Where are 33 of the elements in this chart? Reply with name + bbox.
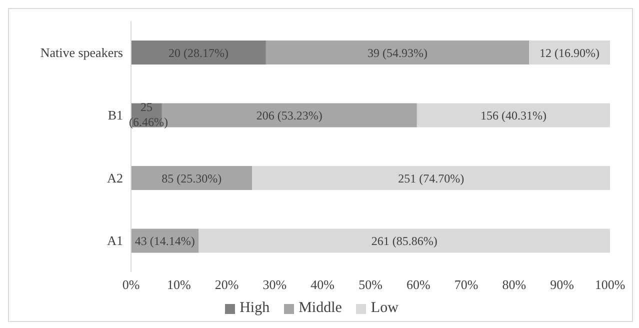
x-tick-label: 20% <box>214 277 239 292</box>
x-tick-label: 40% <box>310 277 335 292</box>
legend-label: Middle <box>298 300 342 317</box>
x-tick-label: 100% <box>594 277 626 292</box>
data-label: 206 (53.23%) <box>256 108 322 123</box>
data-label: 39 (54.93%) <box>367 46 428 60</box>
data-label: 85 (25.30%) <box>162 171 222 186</box>
data-label: 20 (28.17%) <box>168 46 228 60</box>
data-label: 156 (40.31%) <box>480 108 546 123</box>
x-tick-label: 30% <box>262 277 287 292</box>
x-tick-label: 60% <box>406 277 430 292</box>
y-tick-label: A2 <box>107 170 123 186</box>
legend-label: Low <box>370 300 398 317</box>
bar <box>131 40 266 64</box>
x-tick-label: 10% <box>166 277 191 292</box>
data-label: 251 (74.70%) <box>398 171 464 186</box>
x-tick-label: 0% <box>122 277 140 292</box>
legend-label: High <box>240 300 270 317</box>
bar <box>266 40 530 64</box>
data-label: 12 (16.90%) <box>540 46 600 60</box>
y-tick-label: B1 <box>108 108 123 123</box>
x-tick-label: 80% <box>502 277 526 292</box>
bar <box>416 103 610 128</box>
bar <box>252 166 610 190</box>
bar <box>198 228 610 253</box>
x-tick-label: 70% <box>454 277 478 292</box>
bar <box>131 166 252 190</box>
data-label: 261 (85.86%) <box>371 234 438 248</box>
y-tick-label: Native speakers <box>40 44 123 60</box>
x-tick-label: 50% <box>358 277 383 292</box>
y-tick-label: A1 <box>107 233 123 248</box>
x-tick-label: 90% <box>550 277 574 292</box>
data-label: 43 (14.14%) <box>134 234 195 248</box>
